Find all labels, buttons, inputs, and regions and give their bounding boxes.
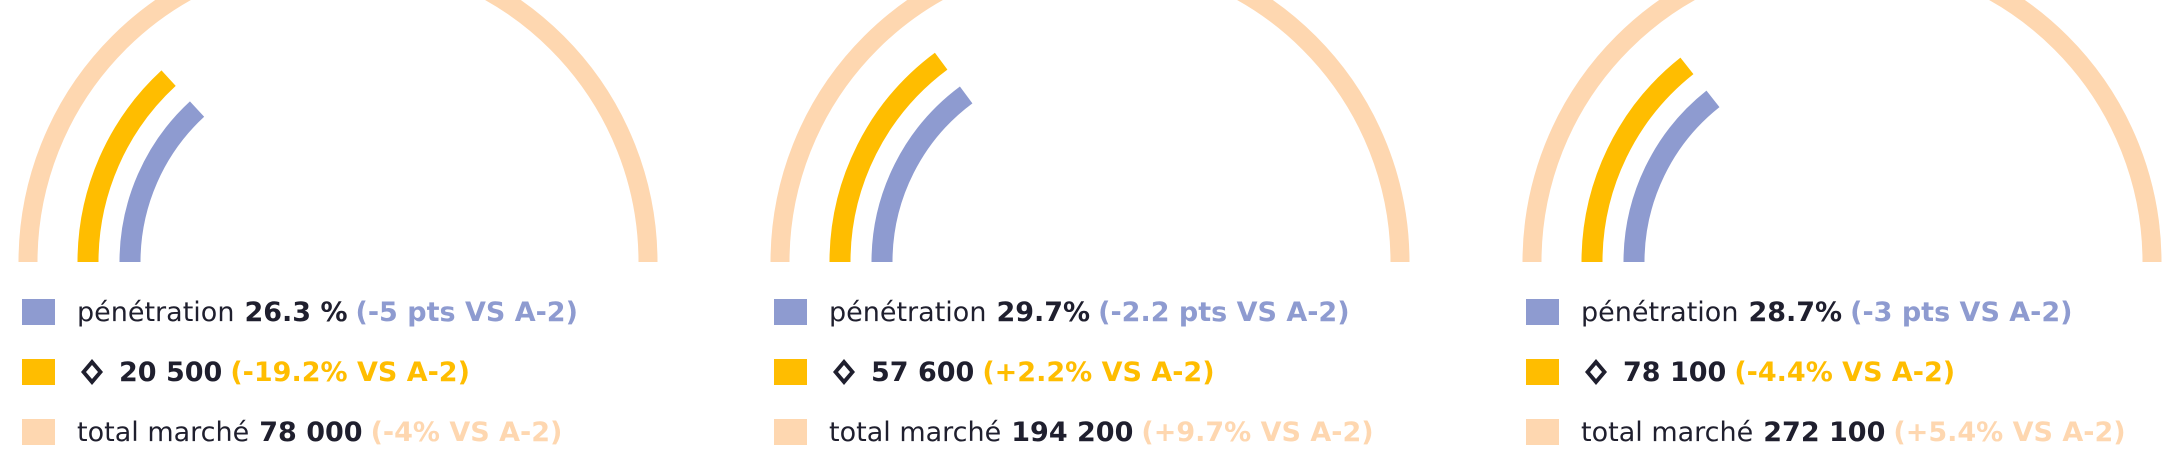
gauge-legend-2: pénétration 29.7% (-2.2 pts VS A-2) 57 6…	[774, 282, 1484, 462]
market-value-2: 194 200	[1011, 416, 1134, 448]
brand-swatch-2	[774, 359, 807, 385]
legend-row-brand-2: 57 600 (+2.2% VS A-2)	[774, 342, 1484, 402]
penetration-delta-3: (-3 pts VS A-2)	[1850, 296, 2073, 328]
legend-row-market-3: total marché 272 100 (+5.4% VS A-2)	[1526, 402, 2176, 462]
gauge-arc-penetration-2	[871, 86, 973, 263]
penetration-delta-1: (-5 pts VS A-2)	[355, 296, 578, 328]
penetration-label-3: pénétration	[1581, 296, 1739, 328]
brand-delta-1: (-19.2% VS A-2)	[230, 356, 470, 388]
gauge-arc-total-market-1	[18, 0, 658, 263]
penetration-swatch-2	[774, 299, 807, 325]
market-swatch-3	[1526, 419, 1559, 445]
legend-row-penetration-1: pénétration 26.3 % (-5 pts VS A-2)	[22, 282, 732, 342]
brand-value-1: 20 500	[119, 356, 223, 388]
gauge-arc-penetration-1	[119, 101, 205, 263]
penetration-label-1: pénétration	[77, 296, 235, 328]
penetration-value-1: 26.3 %	[244, 296, 348, 328]
penetration-delta-2: (-2.2 pts VS A-2)	[1098, 296, 1350, 328]
gauge-arc-total-market-3	[1522, 0, 2162, 263]
renault-logo-icon	[81, 359, 103, 385]
market-swatch-2	[774, 419, 807, 445]
brand-swatch-1	[22, 359, 55, 385]
market-delta-1: (-4% VS A-2)	[370, 416, 563, 448]
renault-logo-icon	[833, 359, 855, 385]
gauge-chart-2	[770, 0, 1410, 263]
brand-value-3: 78 100	[1623, 356, 1727, 388]
market-label-3: total marché	[1581, 416, 1754, 448]
market-label-1: total marché	[77, 416, 250, 448]
gauge-arc-brand-volume-2	[829, 52, 948, 263]
legend-row-market-1: total marché 78 000 (-4% VS A-2)	[22, 402, 732, 462]
market-value-3: 272 100	[1763, 416, 1886, 448]
legend-row-market-2: total marché 194 200 (+9.7% VS A-2)	[774, 402, 1484, 462]
brand-delta-2: (+2.2% VS A-2)	[982, 356, 1215, 388]
gauge-arc-brand-volume-1	[77, 70, 176, 263]
legend-row-penetration-2: pénétration 29.7% (-2.2 pts VS A-2)	[774, 282, 1484, 342]
market-value-1: 78 000	[259, 416, 363, 448]
market-swatch-1	[22, 419, 55, 445]
legend-row-brand-3: 78 100 (-4.4% VS A-2)	[1526, 342, 2176, 402]
market-delta-3: (+5.4% VS A-2)	[1893, 416, 2126, 448]
brand-value-2: 57 600	[871, 356, 975, 388]
brand-swatch-3	[1526, 359, 1559, 385]
gauge-legend-1: pénétration 26.3 % (-5 pts VS A-2) 20 50…	[22, 282, 732, 462]
market-label-2: total marché	[829, 416, 1002, 448]
gauge-arc-penetration-3	[1623, 90, 1720, 263]
gauge-legend-3: pénétration 28.7% (-3 pts VS A-2) 78 100…	[1526, 282, 2176, 462]
brand-delta-3: (-4.4% VS A-2)	[1734, 356, 1956, 388]
gauge-chart-1	[18, 0, 658, 263]
market-delta-2: (+9.7% VS A-2)	[1141, 416, 1374, 448]
gauge-chart-3	[1522, 0, 2162, 263]
penetration-value-2: 29.7%	[996, 296, 1091, 328]
penetration-swatch-1	[22, 299, 55, 325]
gauge-arc-brand-volume-3	[1581, 57, 1694, 263]
penetration-label-2: pénétration	[829, 296, 987, 328]
gauge-panel-2: pénétration 29.7% (-2.2 pts VS A-2) 57 6…	[752, 0, 1492, 448]
penetration-swatch-3	[1526, 299, 1559, 325]
gauge-panel-1: pénétration 26.3 % (-5 pts VS A-2) 20 50…	[0, 0, 740, 448]
penetration-value-3: 28.7%	[1748, 296, 1843, 328]
renault-logo-icon	[1585, 359, 1607, 385]
legend-row-brand-1: 20 500 (-19.2% VS A-2)	[22, 342, 732, 402]
gauge-panel-3: pénétration 28.7% (-3 pts VS A-2) 78 100…	[1504, 0, 2176, 448]
gauge-arc-total-market-2	[770, 0, 1410, 263]
legend-row-penetration-3: pénétration 28.7% (-3 pts VS A-2)	[1526, 282, 2176, 342]
